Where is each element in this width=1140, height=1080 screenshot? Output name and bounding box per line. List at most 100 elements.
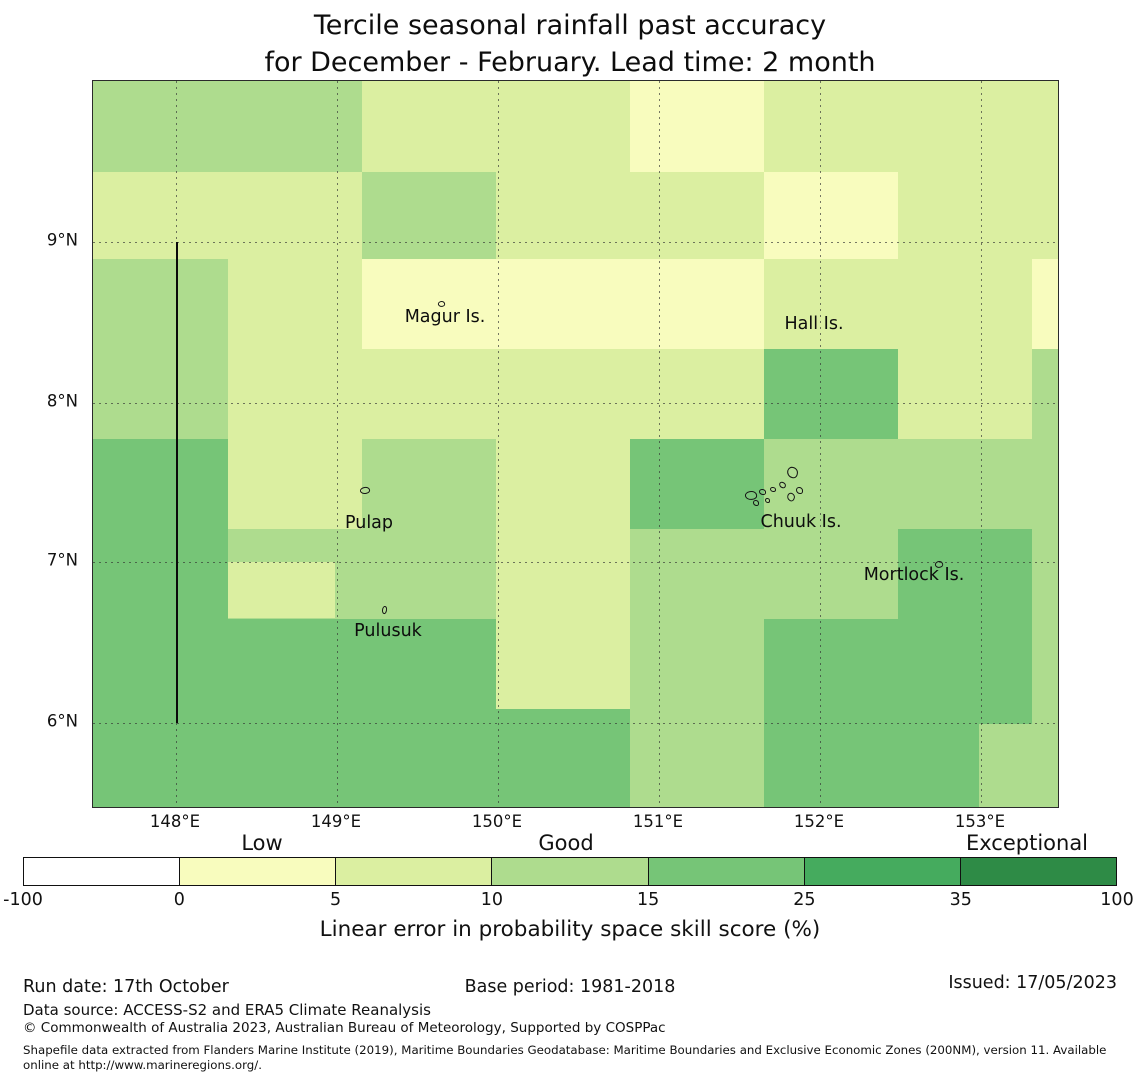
heatmap-cell [764,172,898,259]
heatmap-cell [362,529,496,619]
ytick-label-8°N: 8°N [46,391,78,411]
island-outline [770,487,776,492]
heatmap-cell [93,709,228,807]
colorbar-category-low: Low [241,831,283,855]
heatmap-cell [496,172,630,259]
colorbar-category-exceptional: Exceptional [965,831,1089,855]
xtick-label-150°E: 150°E [471,812,523,831]
heatmap-cell [1032,619,1058,709]
island-outline [765,498,770,503]
heatmap-cell [898,619,1032,709]
heatmap-cell [630,172,764,259]
xtick-label-153°E: 153°E [954,812,1006,831]
heatmap-cell [764,709,898,807]
heatmap-cell-overlay [228,562,335,618]
colorbar-segment-25-35 [804,858,961,885]
heatmap-cell [1032,349,1058,439]
island-label-mortlock: Mortlock Is. [863,565,965,585]
heatmap-cell [630,259,764,349]
xtick-label-151°E: 151°E [632,812,684,831]
heatmap-cell [362,619,496,709]
heatmap-cell [630,529,764,619]
heatmap-cell [898,439,1032,529]
heatmap-cell [898,529,1032,619]
maritime-boundary-line [176,242,178,723]
heatmap-cell [898,349,1032,439]
ytick-label-7°N: 7°N [46,550,78,570]
copyright-text: © Commonwealth of Australia 2023, Austra… [23,1020,666,1036]
map-plot-area: Magur Is. Hall Is. Pulap Chuuk Is. Mortlock … [92,80,1059,808]
island-label-magur: Magur Is. [404,307,486,327]
colorbar-segment-5-10 [336,858,493,885]
heatmap-cell [630,349,764,439]
heatmap-cell [898,81,1032,172]
heatmap-cell [93,259,228,349]
island-label-hall: Hall Is. [784,314,844,334]
colorbar [23,857,1117,886]
heatmap-cell [496,439,630,529]
issued-date-text: Issued: 17/05/2023 [948,973,1117,993]
colorbar-tick-0: 0 [173,890,185,910]
gridline-150°E [498,81,499,807]
heatmap-cell [764,529,898,619]
ytick-label-9°N: 9°N [46,230,78,250]
heatmap-cell [496,349,630,439]
colorbar-tick-15: 15 [637,890,660,910]
chart-title-line1: Tercile seasonal rainfall past accuracy [313,10,827,41]
heatmap-cell [1032,529,1058,619]
heatmap-cell [228,709,362,807]
gridline-9°N [93,242,1058,243]
heatmap-cell [362,172,496,259]
heatmap-cell [93,529,228,619]
colorbar-segment-0-5 [180,858,337,885]
heatmap-cell [93,349,228,439]
data-source-text: Data source: ACCESS-S2 and ERA5 Climate … [23,1001,431,1019]
heatmap-cell [93,619,228,709]
heatmap-cell [764,81,898,172]
colorbar-tick-35: 35 [949,890,972,910]
island-outline [759,489,766,495]
heatmap-cell-overlay [979,724,1032,807]
island-label-pulap: Pulap [344,513,394,533]
colorbar-segment-35-100 [960,858,1116,885]
heatmap-cell [1032,172,1058,259]
heatmap-cell [496,529,630,619]
heatmap-cell [764,439,898,529]
island-label-pulusuk: Pulusuk [354,621,422,641]
heatmap-cell [362,81,496,172]
shapefile-attribution-line1: Shapefile data extracted from Flanders M… [23,1043,1107,1057]
colorbar-segment-10-15 [492,858,649,885]
xtick-label-149°E: 149°E [310,812,362,831]
island-outline [796,487,803,494]
colorbar-tick-5: 5 [329,890,342,910]
xtick-label-152°E: 152°E [793,812,845,831]
heatmap-cell [362,709,496,807]
heatmap-cell [228,259,362,349]
colorbar-segment--100-0 [24,858,181,885]
colorbar-tick-25: 25 [793,890,816,910]
heatmap-cell [362,349,496,439]
heatmap-cell [630,439,764,529]
heatmap-cell [228,349,362,439]
heatmap-cell [898,172,1032,259]
heatmap-cell [630,81,764,172]
gridline-152°E [820,81,821,807]
heatmap-cell [496,709,630,807]
heatmap-cell [496,619,630,709]
heatmap-cell [93,439,228,529]
heatmap-cell [362,259,496,349]
gridline-7°N [93,562,1058,563]
island-label-chuuk: Chuuk Is. [760,512,842,532]
colorbar-segment-15-25 [648,858,805,885]
gridline-6°N [93,723,1058,724]
colorbar-tick--100: -100 [3,890,43,910]
heatmap-cell [93,172,228,259]
heatmap-cell [630,619,764,709]
heatmap-cell [764,259,898,349]
heatmap-cell [1032,81,1058,172]
colorbar-tick-10: 10 [480,890,503,910]
heatmap-cell [496,81,630,172]
heatmap-cell [898,259,1032,349]
heatmap-cell [93,81,228,172]
